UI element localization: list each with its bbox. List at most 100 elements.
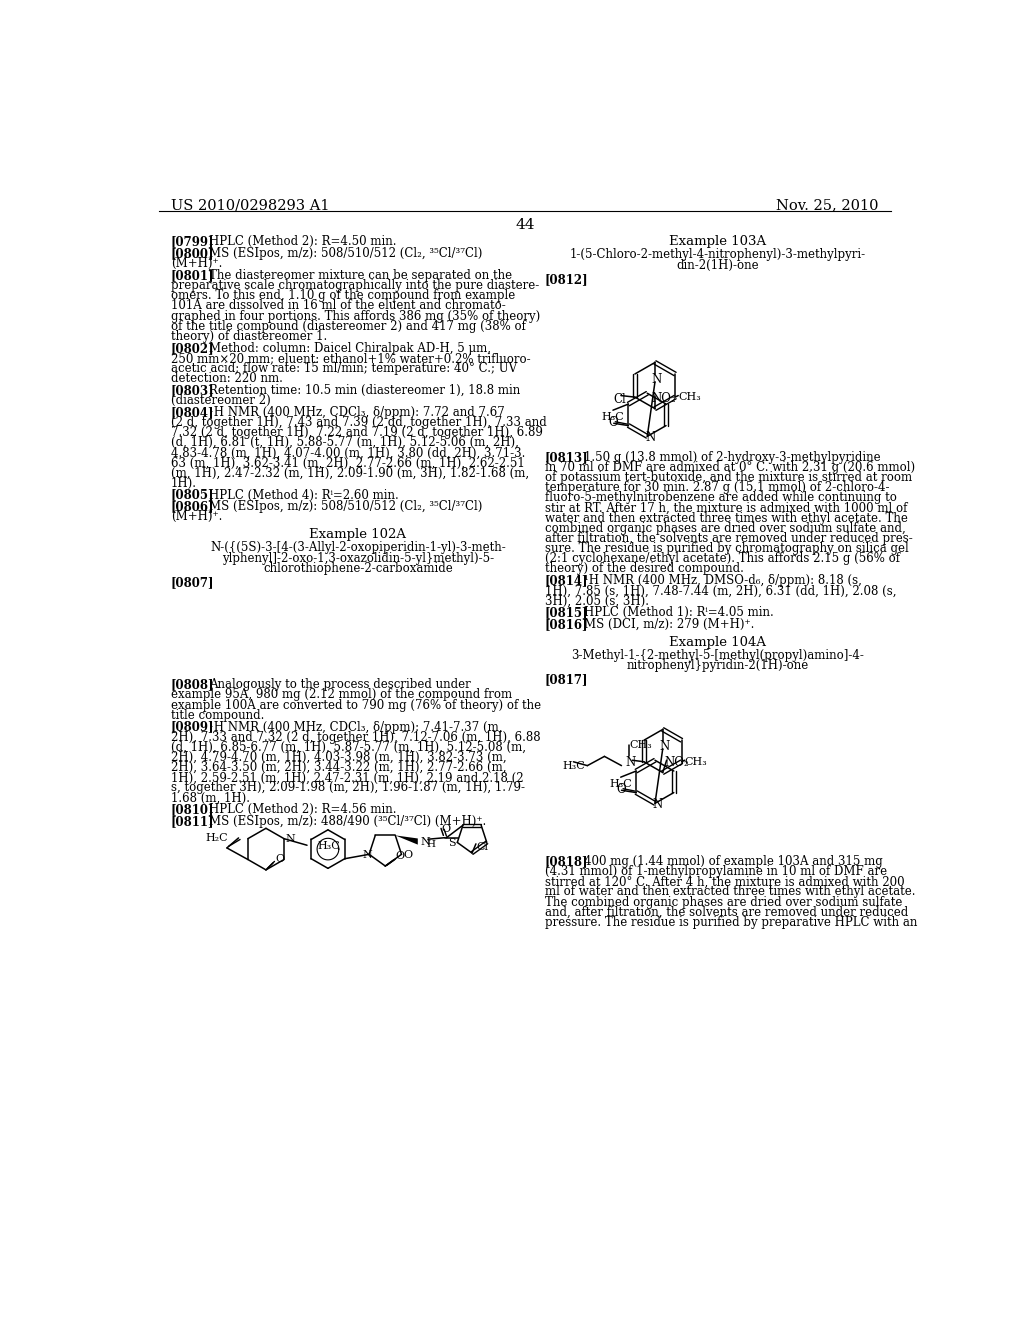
Text: omers. To this end, 1.10 g of the compound from example: omers. To this end, 1.10 g of the compou… bbox=[171, 289, 515, 302]
Text: MS (ESIpos, m/z): 508/510/512 (Cl₂, ³⁵Cl/³⁷Cl): MS (ESIpos, m/z): 508/510/512 (Cl₂, ³⁵Cl… bbox=[209, 247, 482, 260]
Text: theory) of the desired compound.: theory) of the desired compound. bbox=[545, 562, 743, 576]
Text: (diastereomer 2): (diastereomer 2) bbox=[171, 393, 270, 407]
Text: [0809]: [0809] bbox=[171, 721, 214, 734]
Text: [0800]: [0800] bbox=[171, 247, 214, 260]
Text: Method: column: Daicel Chiralpak AD-H, 5 μm,: Method: column: Daicel Chiralpak AD-H, 5… bbox=[209, 342, 492, 355]
Text: H: H bbox=[426, 840, 435, 849]
Text: acetic acid; flow rate: 15 ml/min; temperature: 40° C.; UV: acetic acid; flow rate: 15 ml/min; tempe… bbox=[171, 362, 517, 375]
Text: N: N bbox=[286, 834, 295, 843]
Text: N: N bbox=[659, 741, 670, 754]
Text: [0816]: [0816] bbox=[545, 618, 589, 631]
Text: and, after filtration, the solvents are removed under reduced: and, after filtration, the solvents are … bbox=[545, 906, 908, 919]
Text: after filtration, the solvents are removed under reduced pres-: after filtration, the solvents are remov… bbox=[545, 532, 912, 545]
Text: NO₂: NO₂ bbox=[665, 755, 689, 768]
Text: [0814]: [0814] bbox=[545, 574, 589, 587]
Text: 1H), 7.85 (s, 1H), 7.48-7.44 (m, 2H), 6.31 (dd, 1H), 2.08 (s,: 1H), 7.85 (s, 1H), 7.48-7.44 (m, 2H), 6.… bbox=[545, 585, 896, 598]
Text: O: O bbox=[441, 824, 451, 834]
Text: s, together 3H), 2.09-1.98 (m, 2H), 1.96-1.87 (m, 1H), 1.79-: s, together 3H), 2.09-1.98 (m, 2H), 1.96… bbox=[171, 781, 524, 795]
Text: (2:1 cyclohexane/ethyl acetate). This affords 2.15 g (56% of: (2:1 cyclohexane/ethyl acetate). This af… bbox=[545, 552, 900, 565]
Text: [0810]: [0810] bbox=[171, 804, 214, 816]
Text: fluoro-5-methylnitrobenzene are added while continuing to: fluoro-5-methylnitrobenzene are added wh… bbox=[545, 491, 897, 504]
Text: Example 103A: Example 103A bbox=[670, 235, 766, 248]
Text: [0799]: [0799] bbox=[171, 235, 214, 248]
Text: temperature for 30 min. 2.87 g (15.1 mmol) of 2-chloro-4-: temperature for 30 min. 2.87 g (15.1 mmo… bbox=[545, 482, 890, 494]
Text: US 2010/0298293 A1: US 2010/0298293 A1 bbox=[171, 198, 329, 213]
Text: [0815]: [0815] bbox=[545, 606, 589, 619]
Text: H₃C: H₃C bbox=[562, 762, 586, 771]
Text: CH₃: CH₃ bbox=[629, 741, 652, 750]
Text: in 70 ml of DMF are admixed at 0° C. with 2.31 g (20.6 mmol): in 70 ml of DMF are admixed at 0° C. wit… bbox=[545, 461, 915, 474]
Text: N: N bbox=[652, 374, 663, 387]
Text: The diastereomer mixture can be separated on the: The diastereomer mixture can be separate… bbox=[209, 269, 512, 282]
Text: [0813]: [0813] bbox=[545, 450, 589, 463]
Text: graphed in four portions. This affords 386 mg (35% of theory): graphed in four portions. This affords 3… bbox=[171, 310, 540, 322]
Text: N: N bbox=[652, 799, 663, 810]
Text: O: O bbox=[275, 854, 285, 863]
Text: O: O bbox=[395, 851, 404, 862]
Text: 7.32 (2 d, together 1H), 7.22 and 7.19 (2 d, together 1H), 6.89: 7.32 (2 d, together 1H), 7.22 and 7.19 (… bbox=[171, 426, 543, 440]
Text: HPLC (Method 2): R=4.56 min.: HPLC (Method 2): R=4.56 min. bbox=[209, 804, 397, 816]
Polygon shape bbox=[395, 836, 418, 845]
Text: 4.83-4.78 (m, 1H), 4.07-4.00 (m, 1H), 3.80 (dd, 2H), 3.71-3.: 4.83-4.78 (m, 1H), 4.07-4.00 (m, 1H), 3.… bbox=[171, 446, 525, 459]
Text: 1.68 (m, 1H).: 1.68 (m, 1H). bbox=[171, 792, 250, 805]
Text: MS (ESIpos, m/z): 508/510/512 (Cl₂, ³⁵Cl/³⁷Cl): MS (ESIpos, m/z): 508/510/512 (Cl₂, ³⁵Cl… bbox=[209, 500, 482, 513]
Text: 63 (m, 1H), 3.62-3.41 (m, 2H), 2.77-2.66 (m, 1H), 2.62-2.51: 63 (m, 1H), 3.62-3.41 (m, 2H), 2.77-2.66… bbox=[171, 457, 524, 470]
Text: [0812]: [0812] bbox=[545, 273, 589, 285]
Text: chlorothiophene-2-carboxamide: chlorothiophene-2-carboxamide bbox=[263, 562, 453, 574]
Text: CH₃: CH₃ bbox=[678, 392, 701, 403]
Text: [0811]: [0811] bbox=[171, 814, 214, 828]
Text: O: O bbox=[403, 850, 413, 859]
Text: water and then extracted three times with ethyl acetate. The: water and then extracted three times wit… bbox=[545, 512, 908, 524]
Text: of potassium tert-butoxide, and the mixture is stirred at room: of potassium tert-butoxide, and the mixt… bbox=[545, 471, 912, 484]
Text: (d, 1H), 6.85-6.77 (m, 1H), 5.87-5.77 (m, 1H), 5.12-5.08 (m,: (d, 1H), 6.85-6.77 (m, 1H), 5.87-5.77 (m… bbox=[171, 741, 525, 754]
Text: N-({(5S)-3-[4-(3-Allyl-2-oxopiperidin-1-yl)-3-meth-: N-({(5S)-3-[4-(3-Allyl-2-oxopiperidin-1-… bbox=[210, 541, 506, 554]
Text: combined organic phases are dried over sodium sulfate and,: combined organic phases are dried over s… bbox=[545, 521, 905, 535]
Text: title compound.: title compound. bbox=[171, 709, 264, 722]
Text: Example 102A: Example 102A bbox=[309, 528, 407, 541]
Text: Example 104A: Example 104A bbox=[670, 636, 766, 649]
Text: Nov. 25, 2010: Nov. 25, 2010 bbox=[776, 198, 879, 213]
Text: of the title compound (diastereomer 2) and 417 mg (38% of: of the title compound (diastereomer 2) a… bbox=[171, 319, 525, 333]
Text: preparative scale chromatographically into the pure diastere-: preparative scale chromatographically in… bbox=[171, 279, 539, 292]
Text: (4.31 mmol) of 1-methylpropylamine in 10 ml of DMF are: (4.31 mmol) of 1-methylpropylamine in 10… bbox=[545, 865, 887, 878]
Text: N: N bbox=[626, 756, 636, 770]
Text: 1H).: 1H). bbox=[171, 477, 197, 490]
Text: 101A are dissolved in 16 ml of the eluent and chromato-: 101A are dissolved in 16 ml of the eluen… bbox=[171, 300, 506, 313]
Text: (2 d, together 1H), 7.43 and 7.39 (2 dd, together 1H), 7.33 and: (2 d, together 1H), 7.43 and 7.39 (2 dd,… bbox=[171, 416, 547, 429]
Text: detection: 220 nm.: detection: 220 nm. bbox=[171, 372, 283, 385]
Text: CH₃: CH₃ bbox=[685, 758, 708, 767]
Text: 44: 44 bbox=[515, 218, 535, 232]
Text: [0806]: [0806] bbox=[171, 500, 214, 513]
Text: [0808]: [0808] bbox=[171, 678, 214, 692]
Text: example 95A, 980 mg (2.12 mmol) of the compound from: example 95A, 980 mg (2.12 mmol) of the c… bbox=[171, 689, 512, 701]
Text: MS (DCI, m/z): 279 (M+H)⁺.: MS (DCI, m/z): 279 (M+H)⁺. bbox=[584, 618, 754, 631]
Text: nitrophenyl}pyridin-2(1H)-one: nitrophenyl}pyridin-2(1H)-one bbox=[627, 659, 809, 672]
Text: ¹H NMR (400 MHz, DMSO-d₆, δ/ppm): 8.18 (s,: ¹H NMR (400 MHz, DMSO-d₆, δ/ppm): 8.18 (… bbox=[584, 574, 861, 587]
Text: 3-Methyl-1-{2-methyl-5-[methyl(propyl)amino]-4-: 3-Methyl-1-{2-methyl-5-[methyl(propyl)am… bbox=[571, 649, 864, 661]
Text: 3H), 2.05 (s, 3H).: 3H), 2.05 (s, 3H). bbox=[545, 594, 649, 607]
Text: [0805]: [0805] bbox=[171, 488, 214, 502]
Text: O: O bbox=[616, 783, 626, 796]
Text: 1H), 2.59-2.51 (m, 1H), 2.47-2.31 (m, 1H), 2.19 and 2.18 (2: 1H), 2.59-2.51 (m, 1H), 2.47-2.31 (m, 1H… bbox=[171, 771, 523, 784]
Text: H₃C: H₃C bbox=[609, 779, 632, 789]
Text: (m, 1H), 2.47-2.32 (m, 1H), 2.09-1.90 (m, 3H), 1.82-1.68 (m,: (m, 1H), 2.47-2.32 (m, 1H), 2.09-1.90 (m… bbox=[171, 467, 528, 479]
Text: H₃C: H₃C bbox=[601, 412, 624, 421]
Text: Cl: Cl bbox=[613, 393, 626, 407]
Text: [0807]: [0807] bbox=[171, 576, 214, 589]
Text: theory) of diastereomer 1.: theory) of diastereomer 1. bbox=[171, 330, 327, 343]
Text: HPLC (Method 4): Rⁱ=2.60 min.: HPLC (Method 4): Rⁱ=2.60 min. bbox=[209, 488, 399, 502]
Text: pressure. The residue is purified by preparative HPLC with an: pressure. The residue is purified by pre… bbox=[545, 916, 918, 929]
Text: ¹H NMR (400 MHz, CDCl₃, δ/ppm): 7.72 and 7.67: ¹H NMR (400 MHz, CDCl₃, δ/ppm): 7.72 and… bbox=[209, 405, 505, 418]
Text: 2H), 4.79-4.70 (m, 1H), 4.03-3.98 (m, 1H), 3.82-3.73 (m,: 2H), 4.79-4.70 (m, 1H), 4.03-3.98 (m, 1H… bbox=[171, 751, 506, 764]
Text: stirred at 120° C. After 4 h, the mixture is admixed with 200: stirred at 120° C. After 4 h, the mixtur… bbox=[545, 875, 904, 888]
Text: [0803]: [0803] bbox=[171, 384, 214, 397]
Text: NO₂: NO₂ bbox=[651, 392, 676, 405]
Text: 250 mm×20 mm; eluent: ethanol+1% water+0.2% trifluoro-: 250 mm×20 mm; eluent: ethanol+1% water+0… bbox=[171, 352, 530, 364]
Text: (M+H)⁺.: (M+H)⁺. bbox=[171, 257, 222, 271]
Text: (d, 1H), 6.81 (t, 1H), 5.88-5.77 (m, 1H), 5.12-5.06 (m, 2H),: (d, 1H), 6.81 (t, 1H), 5.88-5.77 (m, 1H)… bbox=[171, 436, 518, 449]
Text: 1.50 g (13.8 mmol) of 2-hydroxy-3-methylpyridine: 1.50 g (13.8 mmol) of 2-hydroxy-3-methyl… bbox=[584, 450, 881, 463]
Text: N: N bbox=[362, 850, 372, 859]
Text: ¹H NMR (400 MHz, CDCl₃, δ/ppm): 7.41-7.37 (m,: ¹H NMR (400 MHz, CDCl₃, δ/ppm): 7.41-7.3… bbox=[209, 721, 503, 734]
Text: Analogously to the process described under: Analogously to the process described und… bbox=[209, 678, 471, 692]
Text: O: O bbox=[608, 416, 617, 429]
